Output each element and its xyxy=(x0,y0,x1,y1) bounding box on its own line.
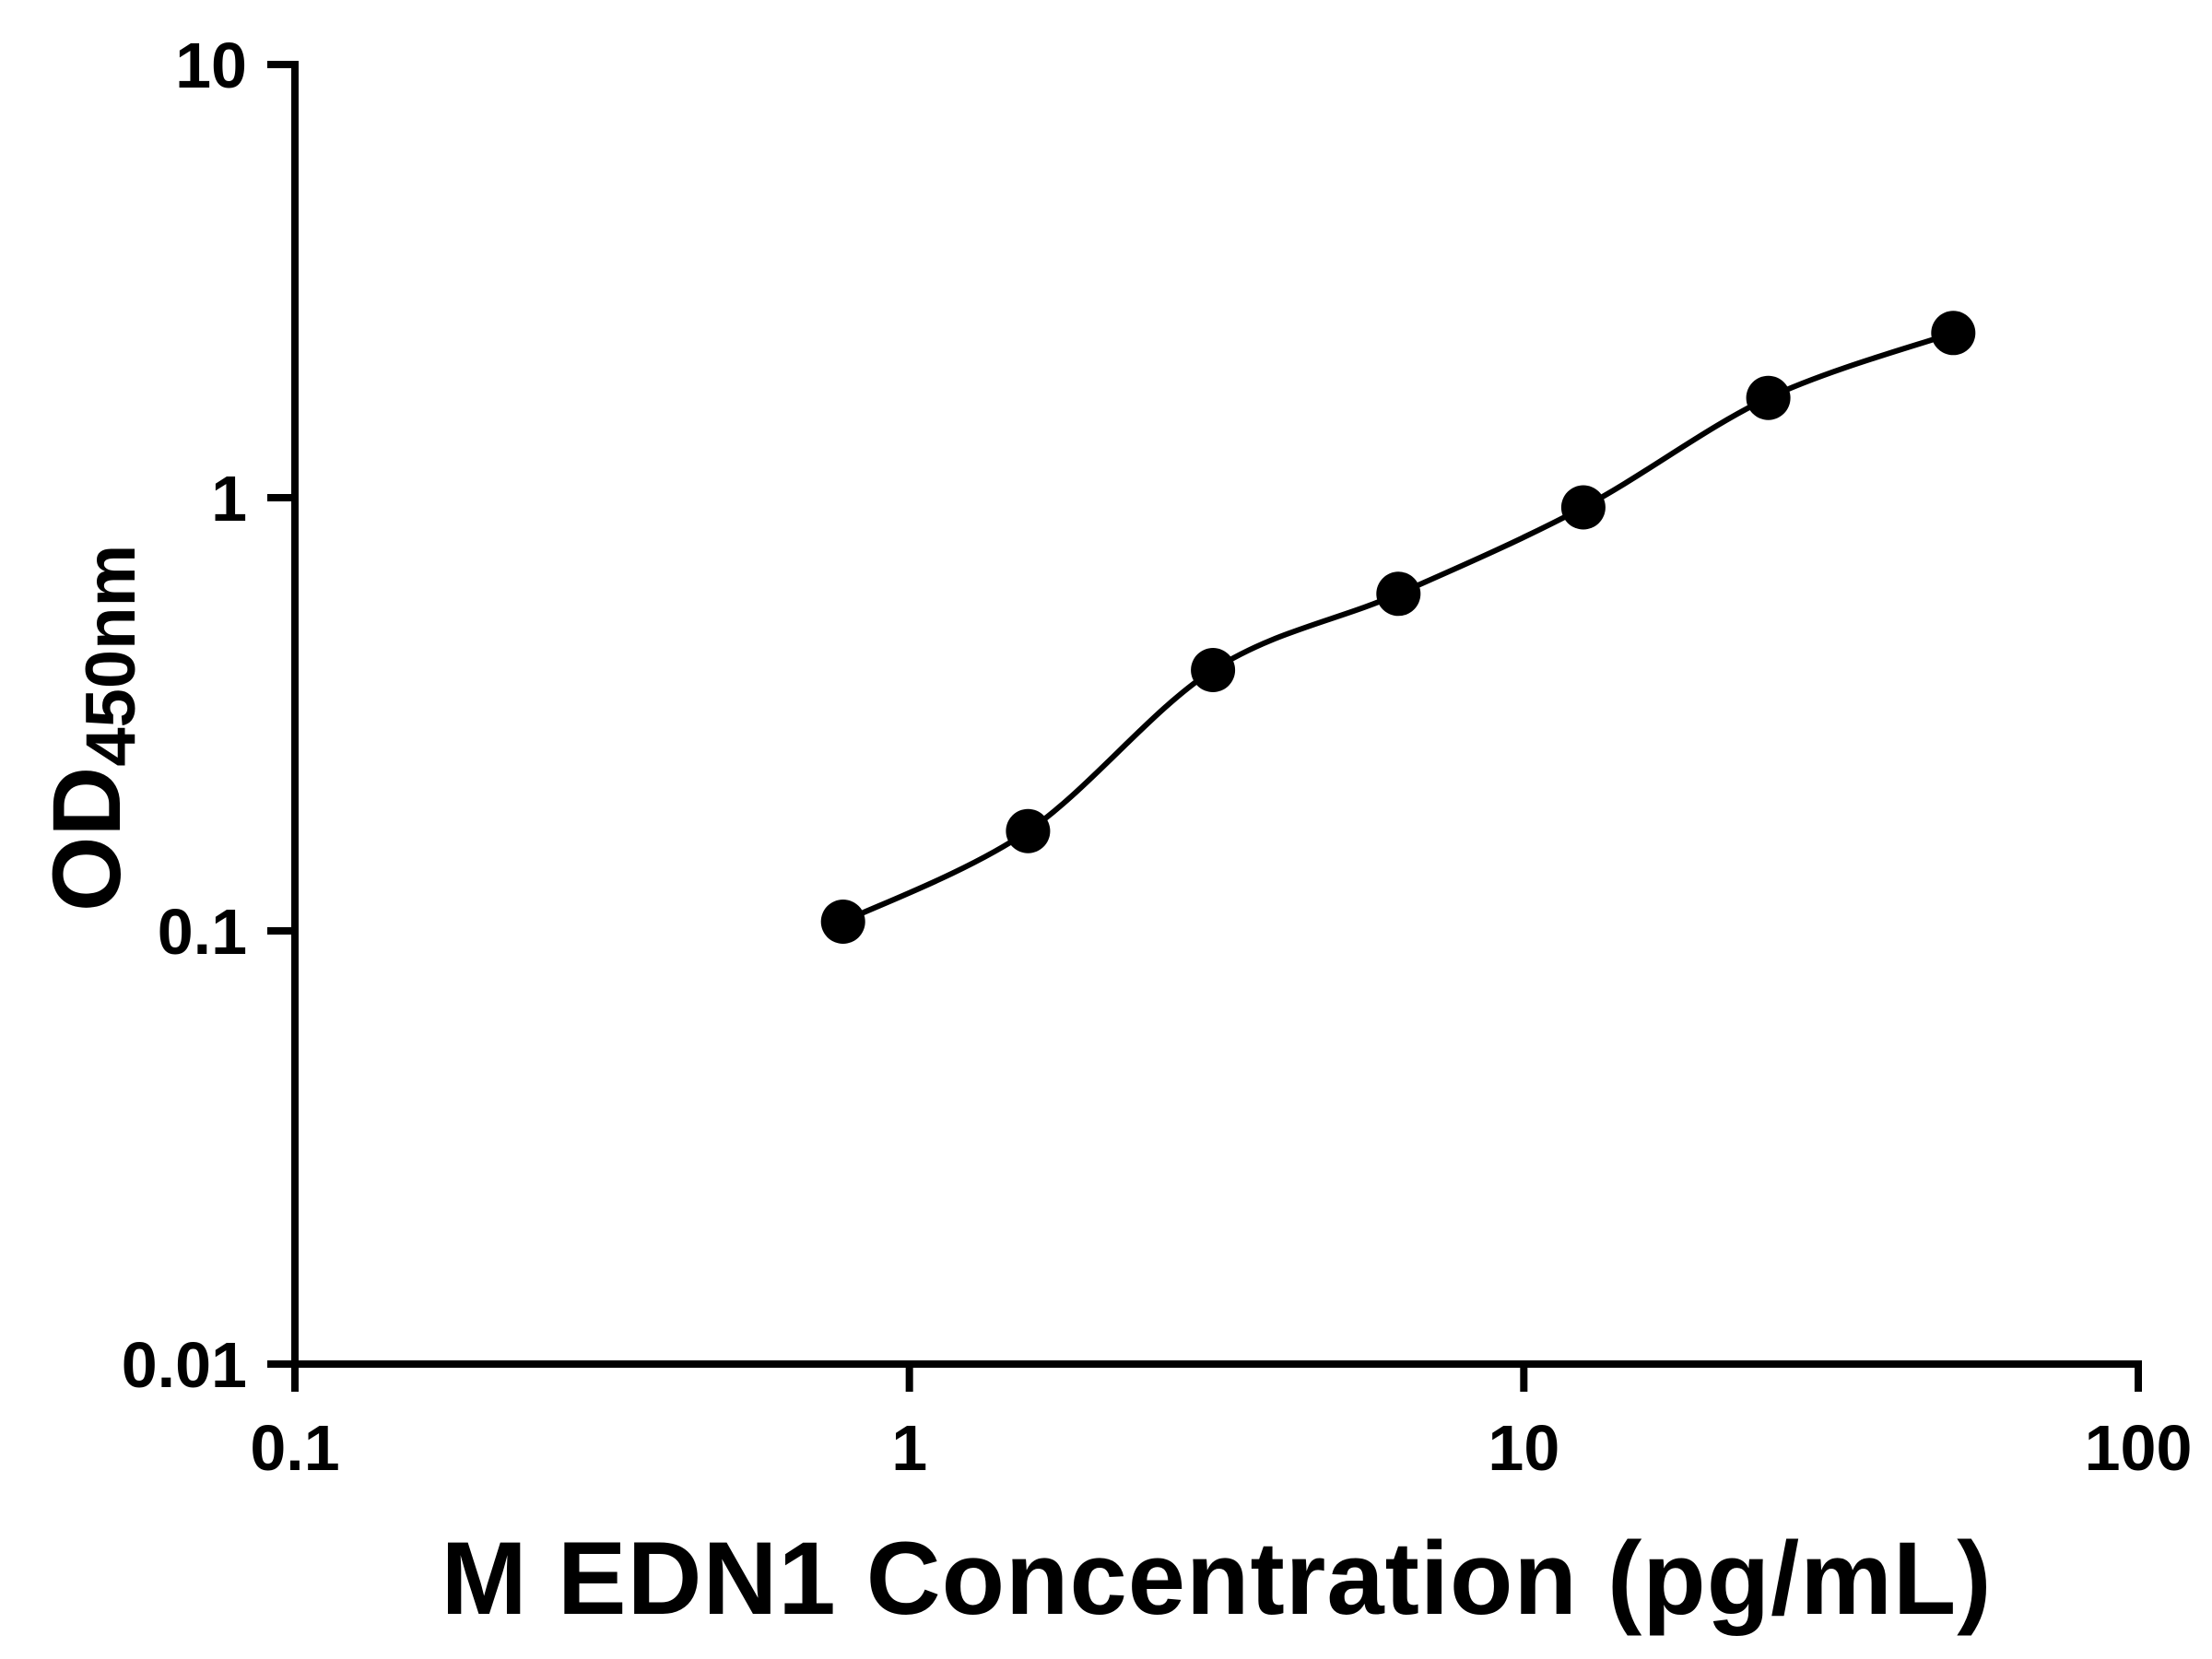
y-axis-title-subscript: 450nm xyxy=(72,544,150,767)
x-axis-tick-label: 100 xyxy=(2085,1412,2193,1484)
y-axis-tick-label: 1 xyxy=(211,463,247,535)
y-axis-tick-label: 10 xyxy=(175,29,247,101)
x-axis-tick-label: 1 xyxy=(891,1412,927,1484)
y-axis-title: OD450nm xyxy=(32,545,150,912)
x-axis-tick-label: 10 xyxy=(1488,1412,1559,1484)
data-point xyxy=(1746,375,1791,420)
data-point xyxy=(1931,311,1976,356)
x-axis-tick-label: 0.1 xyxy=(250,1412,339,1484)
data-point xyxy=(820,900,865,944)
data-point xyxy=(1560,485,1606,530)
y-axis-tick-label: 0.1 xyxy=(158,896,247,968)
y-axis-title-base: OD xyxy=(33,766,141,912)
data-point xyxy=(1376,571,1421,617)
axis-spines xyxy=(291,61,2142,1368)
x-axis-title: M EDN1 Concentration (pg/mL) xyxy=(295,1519,2138,1638)
data-point xyxy=(1006,808,1051,853)
y-axis-tick-label: 0.01 xyxy=(122,1329,247,1401)
x-axis-title-text: M EDN1 Concentration (pg/mL) xyxy=(441,1521,1993,1636)
data-point xyxy=(1191,648,1236,692)
